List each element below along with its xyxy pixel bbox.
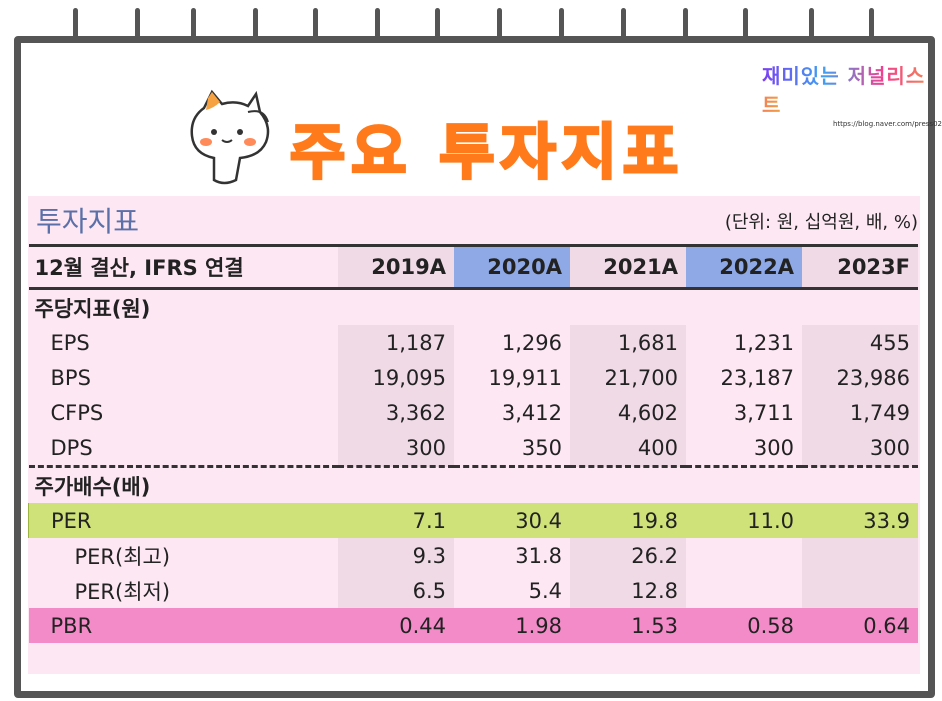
table-header-row: 12월 결산, IFRS 연결 2019A 2020A 2021A 2022A …: [28, 244, 918, 290]
cell-value: 19,095: [338, 360, 454, 395]
cell-value: 3,362: [338, 395, 454, 430]
cell-value: [686, 573, 802, 608]
cell-value: 0.58: [686, 608, 802, 643]
cell-value: 455: [802, 325, 918, 360]
page-title: 주요 투자지표: [288, 117, 685, 190]
table-row-per: PER 7.1 30.4 19.8 11.0 33.9: [28, 503, 918, 538]
cell-value: 11.0: [686, 503, 802, 538]
cat-mascot-icon: [190, 89, 270, 185]
cell-value: 30.4: [454, 503, 570, 538]
table-row: CFPS 3,362 3,412 4,602 3,711 1,749: [29, 395, 918, 430]
cell-value: 26.2: [570, 538, 686, 573]
blog-logo[interactable]: 재미있는 저널리스트 https://blog.naver.com/press0…: [762, 60, 942, 128]
row-label: CFPS: [50, 400, 104, 425]
logo-url: https://blog.naver.com/press02: [832, 120, 942, 128]
cell-value: 7.1: [338, 503, 454, 538]
cell-value: 33.9: [802, 503, 918, 538]
cell-value: 1,681: [570, 325, 686, 360]
cell-value: [802, 573, 918, 608]
cell-value: 1,187: [338, 325, 454, 360]
table-row: DPS 300 350 400 300 300: [29, 430, 918, 467]
cell-value: 0.64: [802, 608, 918, 643]
section-label: 주가배수(배): [28, 465, 918, 503]
cell-value: 400: [570, 430, 686, 467]
cell-value: 21,700: [570, 360, 686, 395]
cell-value: 300: [338, 430, 454, 467]
cell-value: 3,412: [501, 400, 562, 425]
year-header: 2023F: [802, 244, 918, 290]
cell-value: 1,296: [501, 330, 562, 355]
table-row: BPS 19,095 19,911 21,700 23,187 23,986: [29, 360, 918, 395]
table-row-pbr: PBR 0.44 1.98 1.53 0.58 0.64: [28, 608, 918, 643]
table-row: PER(최고) 9.3 31.8 26.2: [29, 538, 918, 573]
row-label: PER: [28, 503, 338, 538]
row-label: PBR: [28, 608, 338, 643]
investment-table: 12월 결산, IFRS 연결 2019A 2020A 2021A 2022A …: [28, 244, 918, 643]
year-header: 2020A: [454, 244, 570, 290]
cell-value: 1.53: [570, 608, 686, 643]
row-label: PER(최고): [74, 544, 171, 569]
row-label: PER(최저): [74, 579, 171, 604]
table-row: EPS 1,187 1,296 1,681 1,231 455: [29, 325, 918, 360]
cell-value: 5.4: [528, 578, 562, 603]
cell-value: 23,986: [802, 360, 918, 395]
cell-value: 350: [521, 435, 562, 460]
cell-value: 4,602: [570, 395, 686, 430]
row-label: BPS: [50, 365, 91, 390]
cell-value: 300: [802, 430, 918, 467]
table-row: PER(최저) 6.5 5.4 12.8: [29, 573, 918, 608]
cell-value: [802, 538, 918, 573]
unit-note: (단위: 원, 십억원, 배, %): [724, 212, 918, 233]
cell-value: 19,911: [488, 365, 562, 390]
cell-value: [686, 538, 802, 573]
cell-value: 1,749: [802, 395, 918, 430]
header-label: 12월 결산, IFRS 연결: [28, 244, 338, 290]
year-header: 2021A: [570, 244, 686, 290]
cell-value: 31.8: [515, 543, 562, 568]
cell-value: 3,711: [733, 400, 794, 425]
cell-value: 1,231: [733, 330, 794, 355]
cell-value: 12.8: [570, 573, 686, 608]
row-label: EPS: [50, 330, 90, 355]
cell-value: 19.8: [570, 503, 686, 538]
cell-value: 0.44: [338, 608, 454, 643]
section-row: 주가배수(배): [28, 465, 918, 503]
cell-value: 1.98: [454, 608, 570, 643]
year-header: 2022A: [686, 244, 802, 290]
row-label: DPS: [50, 435, 93, 460]
cell-value: 300: [753, 435, 794, 460]
section-label: 주당지표(원): [34, 296, 151, 321]
logo-text: 재미있는 저널리스트: [762, 64, 926, 117]
cell-value: 23,187: [720, 365, 794, 390]
year-header: 2019A: [338, 244, 454, 290]
section-row: 주당지표(원): [29, 289, 919, 326]
cell-value: 9.3: [338, 538, 454, 573]
cell-value: 6.5: [338, 573, 454, 608]
panel-title: 투자지표: [36, 205, 140, 238]
